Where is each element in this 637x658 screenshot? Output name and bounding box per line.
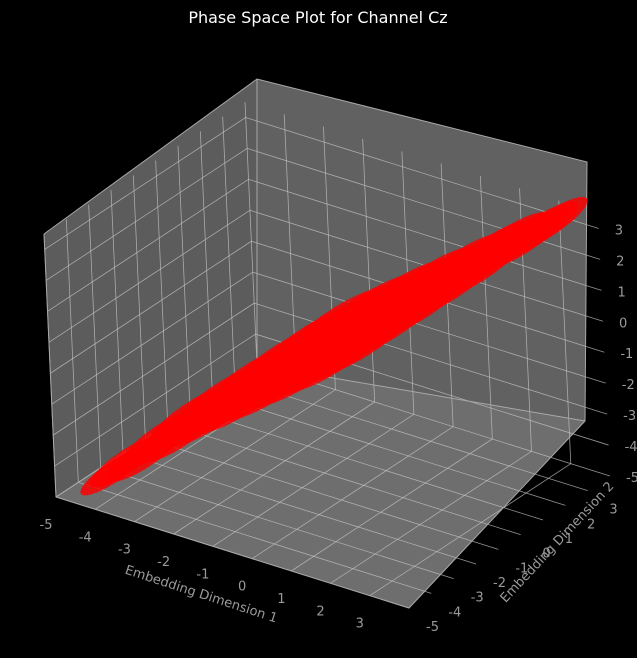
back-grid-line-x [362,138,376,403]
back-grid-line-z [252,271,606,384]
left-grid-line-z [51,271,253,405]
floor-grid-line-y [189,408,544,521]
x-tick-label: -3 [118,543,131,558]
left-grid-line-z [52,302,255,436]
left-grid-line-y [88,204,102,468]
left-grid-line-y [199,131,213,395]
y-tick-label: -1 [515,561,528,576]
left-grid-line-z [47,179,249,312]
floor-grid-line-x [369,463,571,597]
z-tick-label: -3 [623,409,636,424]
floor-grid-line-x [173,401,375,535]
floor-grid-line-y [145,437,499,550]
floor-grid-line-y [212,393,566,506]
back-grid-line-z [245,117,599,229]
left-grid-line-z [48,209,251,343]
x-tick-label: -1 [196,567,209,582]
floor-grid-line-x [291,438,493,572]
floor-grid-line-x [212,413,415,547]
z-tick-labels: -5 -4 -3 -2 -1 0 1 2 3 [615,223,637,486]
floor-grid-line-x [134,389,336,523]
floor-grid-line-x [251,426,454,560]
y-tick-label: -5 [426,620,439,635]
left-grid-line-y [132,175,146,439]
floor-grid-line-y [100,467,454,580]
left-grid-line-y [110,189,124,454]
z-tick-label: -1 [620,347,633,362]
x-tick-label: -5 [40,518,53,533]
back-grid-line-x [244,101,258,366]
x-tick-label: 0 [238,580,246,595]
left-grid-line-z [50,240,252,374]
y-tick-label: -4 [448,605,461,620]
left-grid-line-y [222,116,236,380]
floor-grid-line-x [330,450,532,584]
x-tick-label: 3 [356,617,364,632]
data-point [514,196,588,249]
z-tick-label: 3 [615,223,623,238]
z-tick-label: -5 [626,471,637,486]
floor-grid-line-y [122,452,477,565]
back-grid-line-x [558,200,572,464]
floor-grid-line-y [167,423,521,536]
floor-grid-line-y [78,481,432,594]
back-grid-line-x [479,175,493,440]
left-grid-line-y [177,145,191,410]
left-grid-line-z [44,117,246,250]
left-grid-line-z [54,333,256,467]
back-grid-line-z [248,178,602,291]
x-tick-label: -2 [157,555,170,570]
floor-grid-line-y [234,379,588,492]
x-tick-labels: -5 -4 -3 -2 -1 0 1 2 3 [40,518,364,632]
x-tick-label: 1 [277,592,285,607]
left-grid-line-y [65,219,79,483]
back-grid-line-z [254,302,608,415]
x-tick-label: -4 [79,530,92,545]
x-tick-label: 2 [316,604,324,619]
y-tick-label: 2 [587,517,595,532]
left-grid-line-z [45,148,248,281]
y-tick-label: 3 [609,503,617,518]
z-tick-label: -2 [622,378,635,393]
y-tick-label: -3 [471,591,484,606]
z-tick-label: 0 [619,316,627,331]
chart-title: Phase Space Plot for Channel Cz [188,8,447,27]
back-grid-line-x [283,114,297,378]
z-tick-label: -4 [625,440,637,455]
z-tick-label: 2 [616,254,624,269]
scatter-cloud [80,196,588,496]
z-tick-label: 1 [618,285,626,300]
y-tick-label: 0 [542,547,550,562]
left-grid-line-y [155,160,169,424]
y-tick-label: 1 [565,532,573,547]
y-tick-label: -2 [493,576,506,591]
